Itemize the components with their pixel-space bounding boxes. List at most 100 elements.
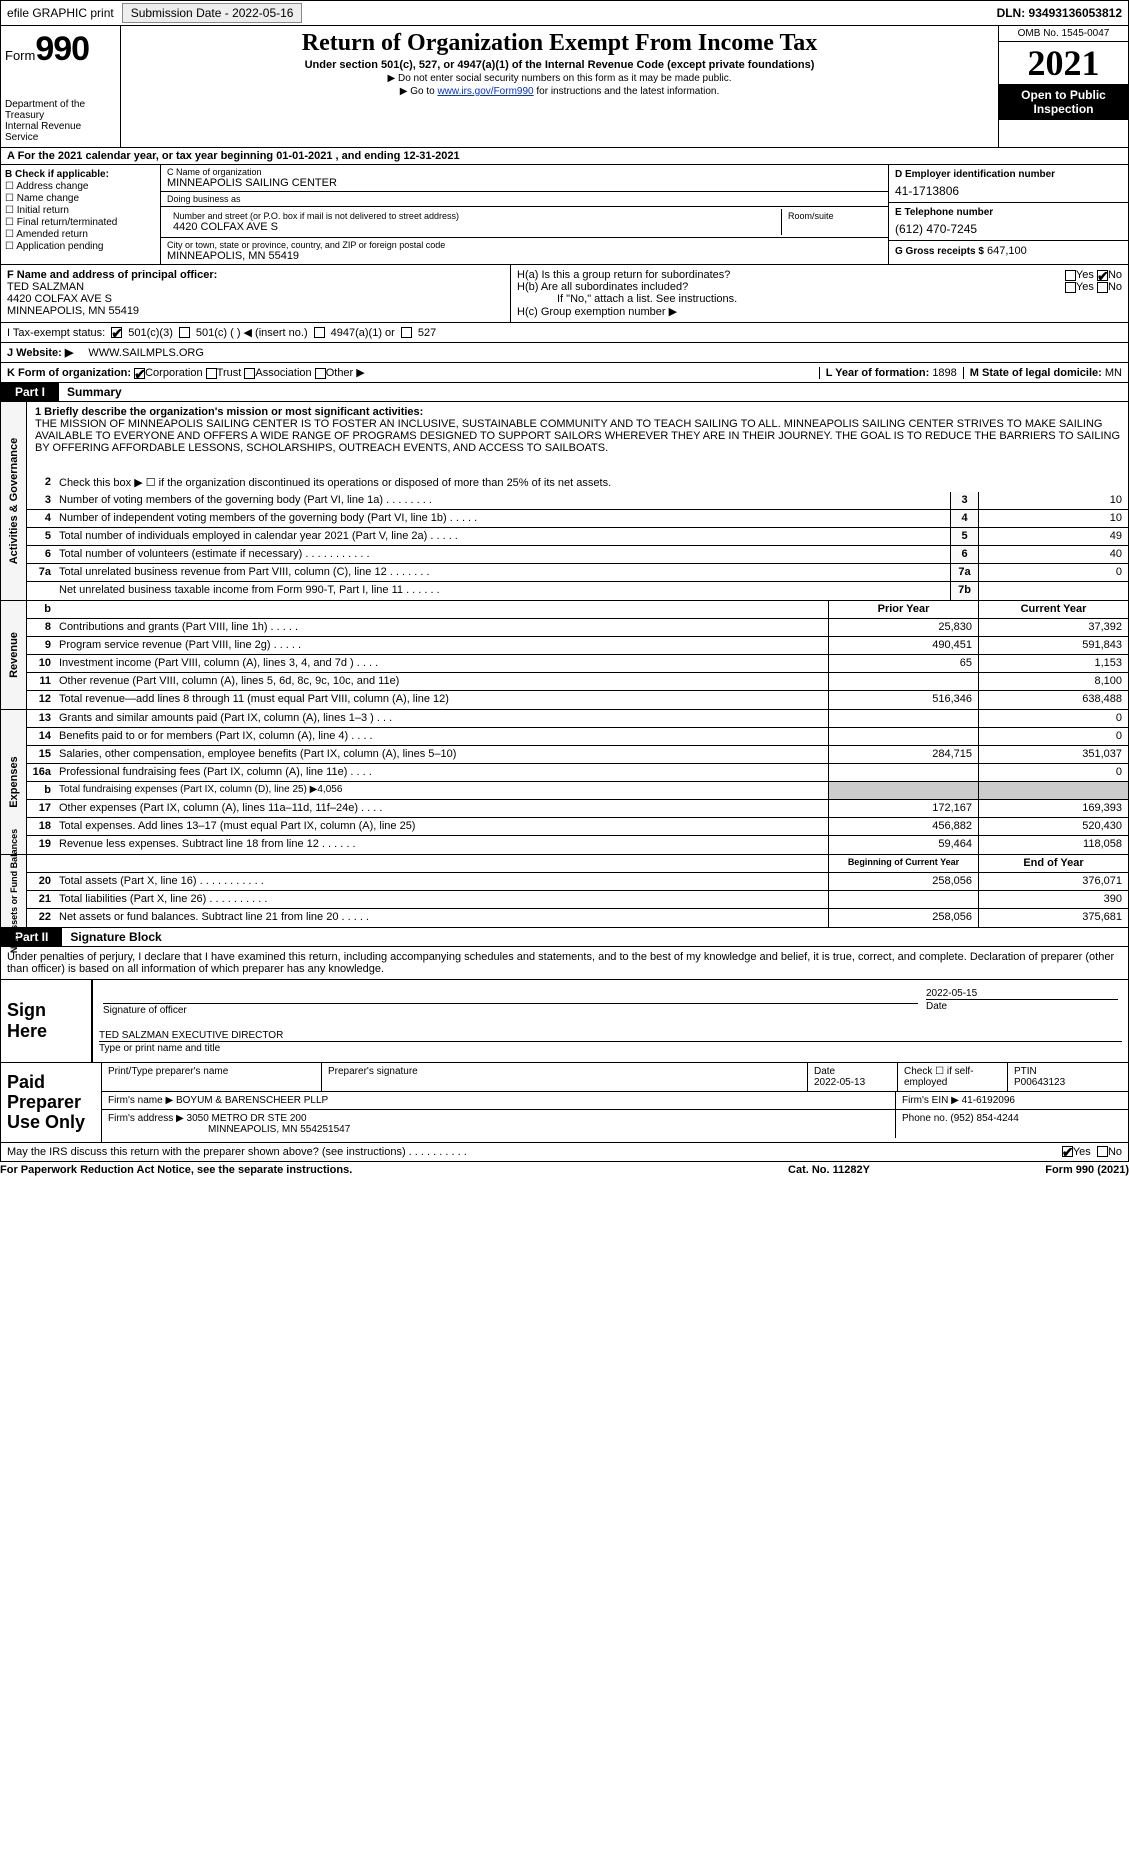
l9-curr: 591,843 bbox=[978, 637, 1128, 654]
form-title: Return of Organization Exempt From Incom… bbox=[129, 30, 990, 57]
l11-prior bbox=[828, 673, 978, 690]
line7b-value bbox=[978, 582, 1128, 600]
hb-yes-checkbox[interactable] bbox=[1065, 282, 1076, 293]
l17-prior: 172,167 bbox=[828, 800, 978, 817]
l18-curr: 520,430 bbox=[978, 818, 1128, 835]
form990-link[interactable]: www.irs.gov/Form990 bbox=[437, 86, 533, 97]
l13-curr: 0 bbox=[978, 710, 1128, 727]
l12-curr: 638,488 bbox=[978, 691, 1128, 709]
l14-curr: 0 bbox=[978, 728, 1128, 745]
form-number: Form990 bbox=[5, 30, 116, 69]
form-subtitle: Under section 501(c), 527, or 4947(a)(1)… bbox=[129, 59, 990, 71]
expenses-vlabel: Expenses bbox=[8, 756, 20, 807]
sign-here-label: Sign Here bbox=[1, 980, 91, 1062]
l20-curr: 376,071 bbox=[978, 873, 1128, 890]
year-formation: 1898 bbox=[932, 367, 956, 379]
corporation-checkbox[interactable] bbox=[134, 368, 145, 379]
firm-addr2: MINNEAPOLIS, MN 554251547 bbox=[108, 1124, 350, 1135]
part1-header: Part I Summary bbox=[0, 383, 1129, 402]
discuss-yes-checkbox[interactable] bbox=[1062, 1146, 1073, 1157]
trust-checkbox[interactable] bbox=[206, 368, 217, 379]
prior-year-header: Prior Year bbox=[828, 601, 978, 618]
l17-curr: 169,393 bbox=[978, 800, 1128, 817]
page-footer: For Paperwork Reduction Act Notice, see … bbox=[0, 1162, 1129, 1178]
officer-addr1: 4420 COLFAX AVE S bbox=[7, 293, 112, 305]
l20-prior: 258,056 bbox=[828, 873, 978, 890]
l10-prior: 65 bbox=[828, 655, 978, 672]
l21-curr: 390 bbox=[978, 891, 1128, 908]
expenses-section: Expenses 13Grants and similar amounts pa… bbox=[0, 710, 1129, 855]
city-state-zip: MINNEAPOLIS, MN 55419 bbox=[167, 250, 882, 262]
line4-value: 10 bbox=[978, 510, 1128, 527]
l13-prior bbox=[828, 710, 978, 727]
hc-exemption: H(c) Group exemption number ▶ bbox=[517, 305, 1122, 318]
check-amended-return[interactable]: ☐ Amended return bbox=[5, 229, 156, 240]
net-assets-section: Net Assets or Fund Balances Beginning of… bbox=[0, 855, 1129, 928]
efile-label: efile GRAPHIC print bbox=[1, 4, 120, 22]
officer-addr2: MINNEAPOLIS, MN 55419 bbox=[7, 305, 139, 317]
paperwork-notice: For Paperwork Reduction Act Notice, see … bbox=[0, 1164, 729, 1176]
discuss-no-checkbox[interactable] bbox=[1097, 1146, 1108, 1157]
submission-date-button[interactable]: Submission Date - 2022-05-16 bbox=[122, 3, 303, 23]
line6-value: 40 bbox=[978, 546, 1128, 563]
firm-phone: (952) 854-4244 bbox=[950, 1113, 1018, 1124]
ha-group-return: H(a) Is this a group return for subordin… bbox=[517, 269, 1122, 281]
other-checkbox[interactable] bbox=[315, 368, 326, 379]
l21-prior bbox=[828, 891, 978, 908]
telephone-value: (612) 470-7245 bbox=[895, 218, 1122, 236]
l22-curr: 375,681 bbox=[978, 909, 1128, 927]
net-assets-vlabel: Net Assets or Fund Balances bbox=[9, 829, 19, 953]
line5-value: 49 bbox=[978, 528, 1128, 545]
instructions-note: ▶ Go to www.irs.gov/Form990 for instruct… bbox=[129, 86, 990, 97]
association-checkbox[interactable] bbox=[244, 368, 255, 379]
sig-date: 2022-05-15 bbox=[926, 988, 1118, 999]
line3-value: 10 bbox=[978, 492, 1128, 509]
527-checkbox[interactable] bbox=[401, 327, 412, 338]
ein-value: 41-1713806 bbox=[895, 180, 1122, 198]
paid-preparer-section: Paid Preparer Use Only Print/Type prepar… bbox=[0, 1063, 1129, 1143]
check-initial-return[interactable]: ☐ Initial return bbox=[5, 205, 156, 216]
l19-prior: 59,464 bbox=[828, 836, 978, 854]
ssn-note: ▶ Do not enter social security numbers o… bbox=[129, 73, 990, 84]
tax-year: 2021 bbox=[999, 42, 1128, 84]
current-year-header: Current Year bbox=[978, 601, 1128, 618]
line2-discontinue: Check this box ▶ ☐ if the organization d… bbox=[55, 474, 1128, 492]
revenue-vlabel: Revenue bbox=[8, 632, 20, 678]
check-final-return[interactable]: ☐ Final return/terminated bbox=[5, 217, 156, 228]
check-name-change[interactable]: ☐ Name change bbox=[5, 193, 156, 204]
top-toolbar: efile GRAPHIC print Submission Date - 20… bbox=[0, 0, 1129, 26]
street-address: 4420 COLFAX AVE S bbox=[173, 221, 775, 233]
check-address-change[interactable]: ☐ Address change bbox=[5, 181, 156, 192]
ptin-value: P00643123 bbox=[1014, 1077, 1065, 1088]
paid-preparer-label: Paid Preparer Use Only bbox=[1, 1063, 101, 1142]
box-f-label: F Name and address of principal officer: bbox=[7, 269, 217, 281]
omb-number: OMB No. 1545-0047 bbox=[999, 26, 1128, 42]
l16a-prior bbox=[828, 764, 978, 781]
public-inspection-badge: Open to Public Inspection bbox=[999, 84, 1128, 120]
form-header: Form990 Department of the Treasury Inter… bbox=[0, 26, 1129, 148]
501c3-checkbox[interactable] bbox=[111, 327, 122, 338]
l12-prior: 516,346 bbox=[828, 691, 978, 709]
prep-date: 2022-05-13 bbox=[814, 1077, 865, 1088]
officer-name-title: TED SALZMAN EXECUTIVE DIRECTOR bbox=[99, 1030, 1122, 1041]
4947a1-checkbox[interactable] bbox=[314, 327, 325, 338]
begin-year-header: Beginning of Current Year bbox=[828, 855, 978, 872]
sign-here-section: Sign Here Signature of officer 2022-05-1… bbox=[0, 980, 1129, 1063]
row-i-tax-exempt: I Tax-exempt status: 501(c)(3) 501(c) ( … bbox=[0, 322, 1129, 343]
box-b-applicable: B Check if applicable: ☐ Address change … bbox=[1, 165, 161, 264]
ha-yes-checkbox[interactable] bbox=[1065, 270, 1076, 281]
hb-no-checkbox[interactable] bbox=[1097, 282, 1108, 293]
line7a-value: 0 bbox=[978, 564, 1128, 581]
ha-no-checkbox[interactable] bbox=[1097, 270, 1108, 281]
l16a-curr: 0 bbox=[978, 764, 1128, 781]
self-employed-check[interactable]: Check ☐ if self-employed bbox=[898, 1063, 1008, 1091]
governance-vlabel: Activities & Governance bbox=[8, 438, 20, 565]
box-d-ein-phone: D Employer identification number 41-1713… bbox=[888, 165, 1128, 264]
check-application-pending[interactable]: ☐ Application pending bbox=[5, 241, 156, 252]
l11-curr: 8,100 bbox=[978, 673, 1128, 690]
501c-checkbox[interactable] bbox=[179, 327, 190, 338]
revenue-section: Revenue bPrior YearCurrent Year 8Contrib… bbox=[0, 601, 1129, 710]
gross-receipts-value: 647,100 bbox=[987, 245, 1027, 257]
dln-label: DLN: 93493136053812 bbox=[997, 6, 1128, 20]
row-j-website: J Website: ▶ WWW.SAILMPLS.ORG bbox=[0, 343, 1129, 363]
